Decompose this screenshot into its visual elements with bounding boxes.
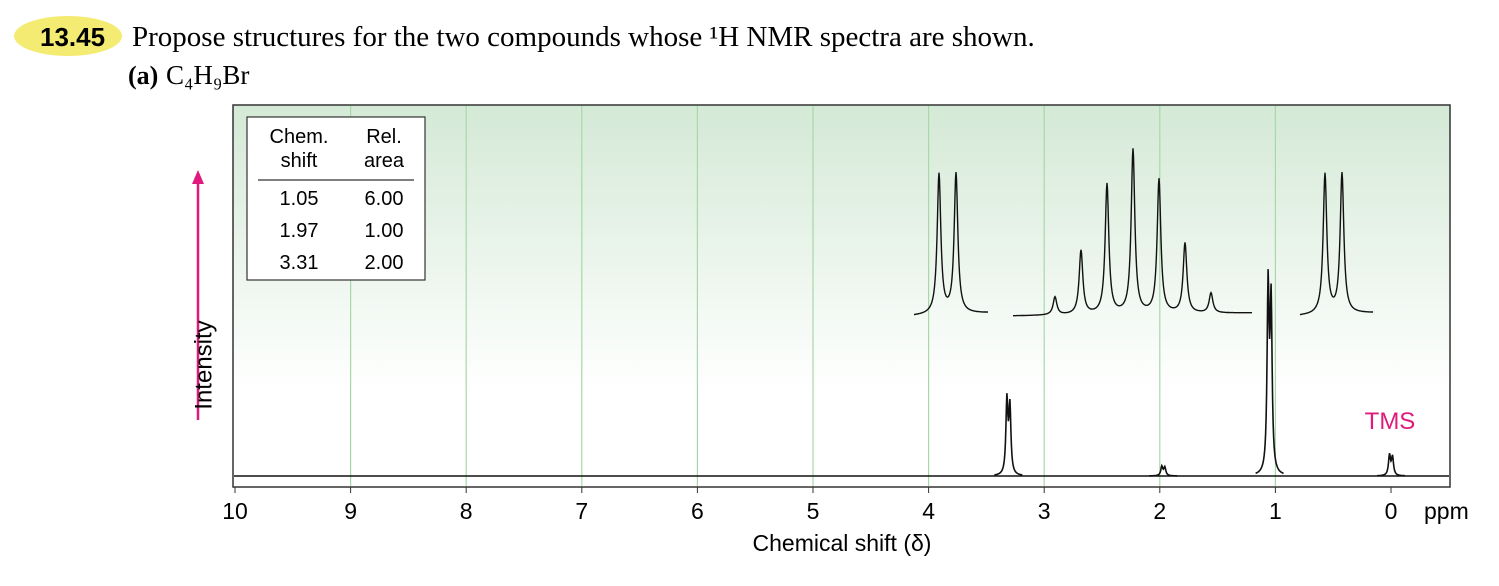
x-tick-label: 8: [460, 498, 473, 524]
table-header: Rel.: [366, 126, 402, 148]
grid: [350, 106, 1277, 486]
table-cell: 6.00: [365, 188, 404, 210]
peak: [994, 393, 1023, 476]
problem-text: Propose structures for the two compounds…: [132, 21, 1035, 53]
problem-number: 13.45: [40, 22, 105, 52]
x-tick-label: 10: [222, 498, 248, 524]
table-header: shift: [281, 150, 318, 172]
x-tick-label: 0: [1385, 498, 1398, 524]
x-tick-label: 6: [691, 498, 704, 524]
table-cell: 1.05: [280, 188, 319, 210]
spectrum: [234, 269, 1449, 477]
arrow-head: [192, 170, 204, 184]
x-tick-label: 5: [807, 498, 820, 524]
formula: C₄H₉Br: [166, 60, 249, 90]
table-body: Chem.shift Rel.area 1.05 6.00 1.97 1.00 3.31 2.…: [270, 126, 405, 274]
x-tick-label: 4: [922, 498, 935, 524]
x-tick-label: 7: [575, 498, 588, 524]
inset-multiplet: [1013, 148, 1252, 317]
y-axis-label: Intensity: [190, 320, 217, 409]
table-cell: 2.00: [365, 252, 404, 274]
peak: [1149, 463, 1178, 477]
x-tick-label: 9: [344, 498, 357, 524]
table-cell: 1.00: [365, 220, 404, 242]
x-axis-label: Chemical shift (δ): [753, 530, 932, 556]
part-label: (a): [128, 61, 158, 90]
tms-label: TMS: [1365, 408, 1416, 435]
inset-multiplet: [914, 171, 988, 316]
x-tick-label: 3: [1038, 498, 1051, 524]
table-header: area: [364, 150, 405, 172]
number-highlight: [14, 16, 122, 56]
x-unit: ppm: [1424, 498, 1469, 524]
x-tick-label: 1: [1269, 498, 1282, 524]
peak: [1377, 453, 1405, 477]
table-header: Chem.: [270, 126, 329, 148]
data-table: [246, 116, 426, 281]
peak: [1255, 269, 1284, 475]
plot-area: [232, 104, 1451, 488]
table-cell: 3.31: [280, 252, 319, 274]
x-tick-label: 2: [1153, 498, 1166, 524]
insets: [914, 148, 1373, 317]
inset-multiplet: [1300, 171, 1373, 316]
table-cell: 1.97: [280, 220, 319, 242]
